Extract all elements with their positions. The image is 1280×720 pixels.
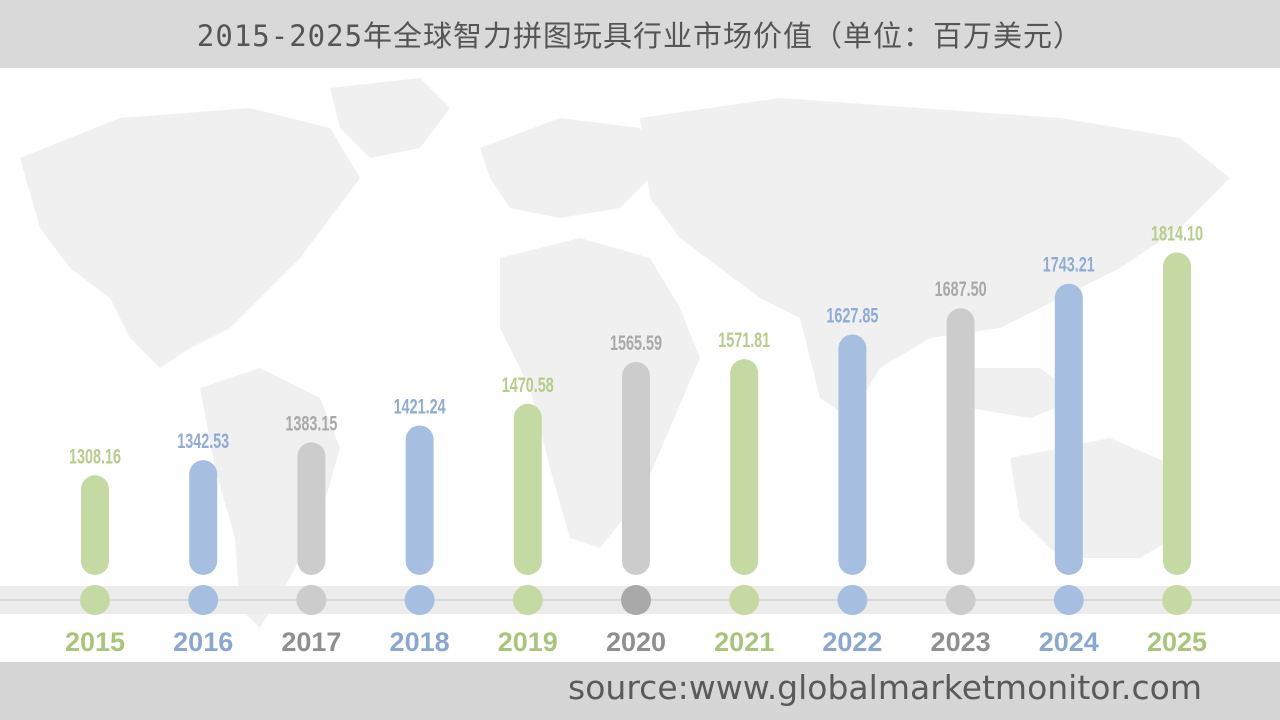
value-label-2019: 1470.58: [502, 374, 554, 397]
bar-2021: [730, 359, 759, 575]
source-text: source:www.globalmarketmonitor.com: [568, 668, 1202, 707]
dot-2016: [188, 585, 219, 615]
dot-2020: [621, 585, 651, 615]
dot-2017: [296, 585, 327, 615]
value-label-2016: 1342.53: [177, 430, 229, 453]
dot-2019: [512, 585, 543, 615]
value-label-2015: 1308.16: [69, 445, 121, 468]
bar-2015: [81, 475, 109, 575]
value-label-2023: 1687.50: [935, 278, 987, 301]
x-tick-label-2016: 2016: [173, 627, 233, 657]
title-bar: 2015-2025年全球智力拼图玩具行业市场价值（单位：百万美元）: [0, 0, 1280, 68]
dot-2021: [729, 585, 760, 615]
x-tick-label-2025: 2025: [1147, 627, 1207, 657]
chart-area: 1308.16 2015 1342.53 2016 1383.15 2017 1421.24…: [0, 68, 1280, 662]
value-label-2022: 1627.85: [826, 304, 878, 327]
chart-plot: 1308.16 2015 1342.53 2016 1383.15 2017 1421.24…: [0, 222, 1280, 657]
bar-2017: [297, 442, 326, 575]
x-tick-label-2019: 2019: [498, 627, 558, 657]
value-label-2024: 1743.21: [1043, 254, 1095, 277]
value-label-2021: 1571.81: [718, 329, 770, 352]
bar-2018: [405, 425, 434, 575]
source-bar: source:www.globalmarketmonitor.com: [0, 662, 1280, 720]
x-tick-label-2021: 2021: [714, 627, 774, 657]
x-tick-label-2017: 2017: [281, 627, 341, 657]
bar-2024: [1054, 283, 1083, 575]
x-tick-label-2023: 2023: [931, 627, 991, 657]
bar-2019: [513, 403, 542, 575]
value-label-2017: 1383.15: [285, 412, 337, 435]
value-label-2020: 1565.59: [610, 332, 662, 355]
value-label-2025: 1814.10: [1151, 222, 1203, 245]
dot-2022: [837, 585, 868, 615]
dot-2015: [80, 585, 110, 615]
bar-2020: [622, 361, 650, 575]
x-tick-label-2018: 2018: [390, 627, 450, 657]
x-tick-label-2022: 2022: [822, 627, 882, 657]
x-tick-label-2020: 2020: [606, 627, 666, 657]
bar-2025: [1163, 252, 1191, 575]
dot-2025: [1162, 585, 1192, 615]
x-tick-label-2024: 2024: [1039, 627, 1099, 657]
bar-2023: [946, 308, 975, 575]
bar-2016: [189, 460, 218, 575]
dot-2018: [404, 585, 435, 615]
dot-2023: [945, 585, 976, 615]
chart-title: 2015-2025年全球智力拼图玩具行业市场价值（单位：百万美元）: [196, 19, 1084, 53]
value-label-2018: 1421.24: [394, 395, 446, 418]
dot-2024: [1053, 585, 1084, 615]
bar-2022: [838, 334, 867, 575]
x-tick-label-2015: 2015: [65, 627, 125, 657]
